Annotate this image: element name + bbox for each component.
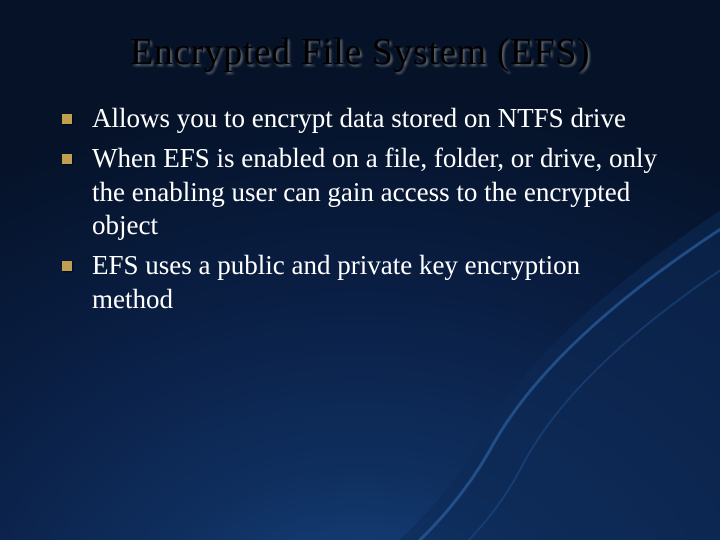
- square-bullet-icon: [62, 114, 72, 124]
- bullet-item: EFS uses a public and private key encryp…: [58, 249, 662, 317]
- bullet-text: Allows you to encrypt data stored on NTF…: [92, 103, 626, 133]
- slide-title: Encrypted File System (EFS): [50, 30, 670, 74]
- bullet-list: Allows you to encrypt data stored on NTF…: [50, 102, 670, 317]
- bullet-text: EFS uses a public and private key encryp…: [92, 250, 580, 314]
- slide-container: Encrypted File System (EFS) Allows you t…: [0, 0, 720, 540]
- bullet-item: Allows you to encrypt data stored on NTF…: [58, 102, 662, 136]
- bullet-item: When EFS is enabled on a file, folder, o…: [58, 142, 662, 243]
- square-bullet-icon: [62, 154, 72, 164]
- square-bullet-icon: [62, 261, 72, 271]
- bullet-text: When EFS is enabled on a file, folder, o…: [92, 143, 657, 241]
